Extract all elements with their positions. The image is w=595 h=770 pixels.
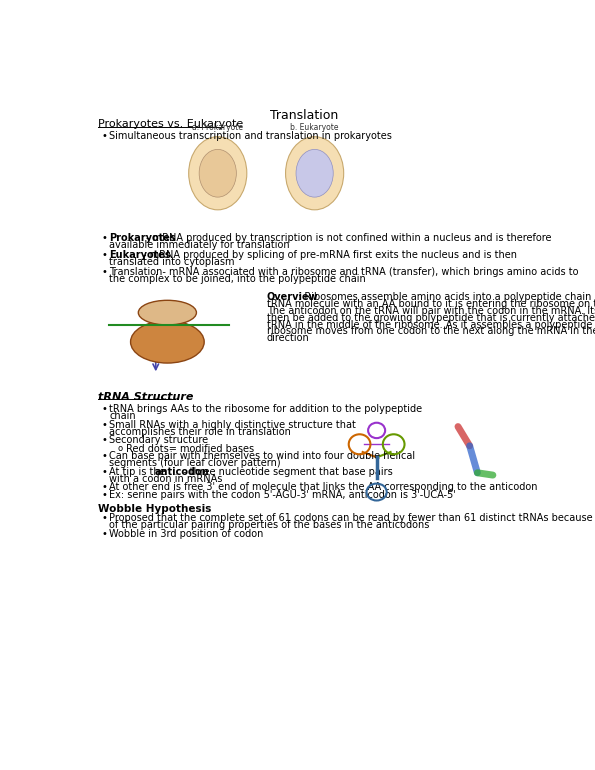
Text: tRNA Structure: tRNA Structure bbox=[98, 392, 193, 402]
Text: Small RNAs with a highly distinctive structure that: Small RNAs with a highly distinctive str… bbox=[109, 420, 356, 430]
Text: Prokaryotes vs. Eukaryote: Prokaryotes vs. Eukaryote bbox=[98, 119, 243, 129]
Text: available immediately for translation: available immediately for translation bbox=[109, 240, 290, 250]
Ellipse shape bbox=[138, 300, 196, 325]
Text: Simultaneous transcription and translation in prokaryotes: Simultaneous transcription and translati… bbox=[109, 131, 392, 141]
Text: Red dots= modified bases: Red dots= modified bases bbox=[126, 444, 255, 454]
Text: - three nucleotide segment that base pairs: - three nucleotide segment that base pai… bbox=[183, 467, 393, 477]
Text: - mRNA produced by transcription is not confined within a nucleus and is therefo: - mRNA produced by transcription is not … bbox=[146, 233, 552, 243]
Text: o: o bbox=[117, 444, 122, 453]
Text: Proposed that the complete set of 61 codons can be read by fewer than 61 distinc: Proposed that the complete set of 61 cod… bbox=[109, 513, 593, 523]
Text: direction: direction bbox=[267, 333, 309, 343]
Text: chain: chain bbox=[109, 411, 136, 421]
Text: a. Prokaryote: a. Prokaryote bbox=[192, 123, 243, 132]
Ellipse shape bbox=[286, 137, 344, 210]
Text: •: • bbox=[102, 451, 107, 461]
Text: Secondary structure: Secondary structure bbox=[109, 435, 208, 445]
Text: At other end is free 3' end of molecule that links the AA corresponding to the a: At other end is free 3' end of molecule … bbox=[109, 482, 538, 492]
Text: Wobble in 3rd position of codon: Wobble in 3rd position of codon bbox=[109, 529, 264, 539]
Text: then be added to the growing polypeptide that is currently attached to the: then be added to the growing polypeptide… bbox=[267, 313, 595, 323]
Text: •: • bbox=[102, 250, 107, 260]
Text: Prokaryotes: Prokaryotes bbox=[109, 233, 176, 243]
Ellipse shape bbox=[199, 149, 236, 197]
Text: with a codon in mRNAs: with a codon in mRNAs bbox=[109, 474, 223, 484]
Text: Eukaryotes: Eukaryotes bbox=[109, 250, 171, 260]
Text: •: • bbox=[102, 131, 107, 141]
Text: Wobble Hypothesis: Wobble Hypothesis bbox=[98, 504, 211, 514]
Text: segments (four leaf clover pattern): segments (four leaf clover pattern) bbox=[109, 458, 281, 468]
Text: tRNA brings AAs to the ribosome for addition to the polypeptide: tRNA brings AAs to the ribosome for addi… bbox=[109, 404, 422, 414]
Text: Overview: Overview bbox=[267, 292, 318, 302]
Ellipse shape bbox=[189, 137, 247, 210]
Text: Ex: serine pairs with the codon 5'-AGU-3' mRNA, anticodon is 3'-UCA-5': Ex: serine pairs with the codon 5'-AGU-3… bbox=[109, 490, 456, 500]
Text: Can base pair with themselves to wind into four double helical: Can base pair with themselves to wind in… bbox=[109, 451, 415, 461]
Ellipse shape bbox=[130, 320, 204, 363]
Text: At tip is the: At tip is the bbox=[109, 467, 169, 477]
Ellipse shape bbox=[296, 149, 333, 197]
Text: Translation: Translation bbox=[270, 109, 339, 122]
Text: translated into cytoplasm: translated into cytoplasm bbox=[109, 257, 235, 267]
Text: ribosome moves from one codon to the next along the mRNA in the 5'3': ribosome moves from one codon to the nex… bbox=[267, 326, 595, 336]
Text: •: • bbox=[102, 233, 107, 243]
Text: •: • bbox=[102, 490, 107, 500]
Text: Translation- mRNA associated with a ribosome and tRNA (transfer), which brings a: Translation- mRNA associated with a ribo… bbox=[109, 267, 579, 277]
Text: - mRNA produced by splicing of pre-mRNA first exits the nucleus and is then: - mRNA produced by splicing of pre-mRNA … bbox=[143, 250, 516, 260]
Text: •: • bbox=[102, 467, 107, 477]
Text: •: • bbox=[102, 529, 107, 539]
Text: tRNA in the middle of the ribosome. As it assembles a polypeptide chain, the: tRNA in the middle of the ribosome. As i… bbox=[267, 320, 595, 330]
Text: tRNA molecule with an AA bound to it is entering the ribosome on the right.: tRNA molecule with an AA bound to it is … bbox=[267, 299, 595, 309]
Text: •: • bbox=[102, 420, 107, 430]
Text: : Ribosomes assemble amino acids into a polypeptide chain: : Ribosomes assemble amino acids into a … bbox=[298, 292, 591, 302]
Text: b. Eukaryote: b. Eukaryote bbox=[290, 123, 339, 132]
Text: The anticodon on the tRNA will pair with the codon in the mRNA. Its AA will: The anticodon on the tRNA will pair with… bbox=[267, 306, 595, 316]
Text: the complex to be joined, into the polypeptide chain: the complex to be joined, into the polyp… bbox=[109, 274, 366, 284]
Text: anticodon: anticodon bbox=[154, 467, 209, 477]
Text: •: • bbox=[102, 435, 107, 445]
Text: accomplishes their role in translation: accomplishes their role in translation bbox=[109, 427, 291, 437]
Text: •: • bbox=[102, 404, 107, 414]
Text: of the particular pairing properties of the bases in the anticodons: of the particular pairing properties of … bbox=[109, 520, 430, 530]
Text: •: • bbox=[102, 482, 107, 492]
Text: •: • bbox=[102, 513, 107, 523]
Text: •: • bbox=[102, 267, 107, 277]
